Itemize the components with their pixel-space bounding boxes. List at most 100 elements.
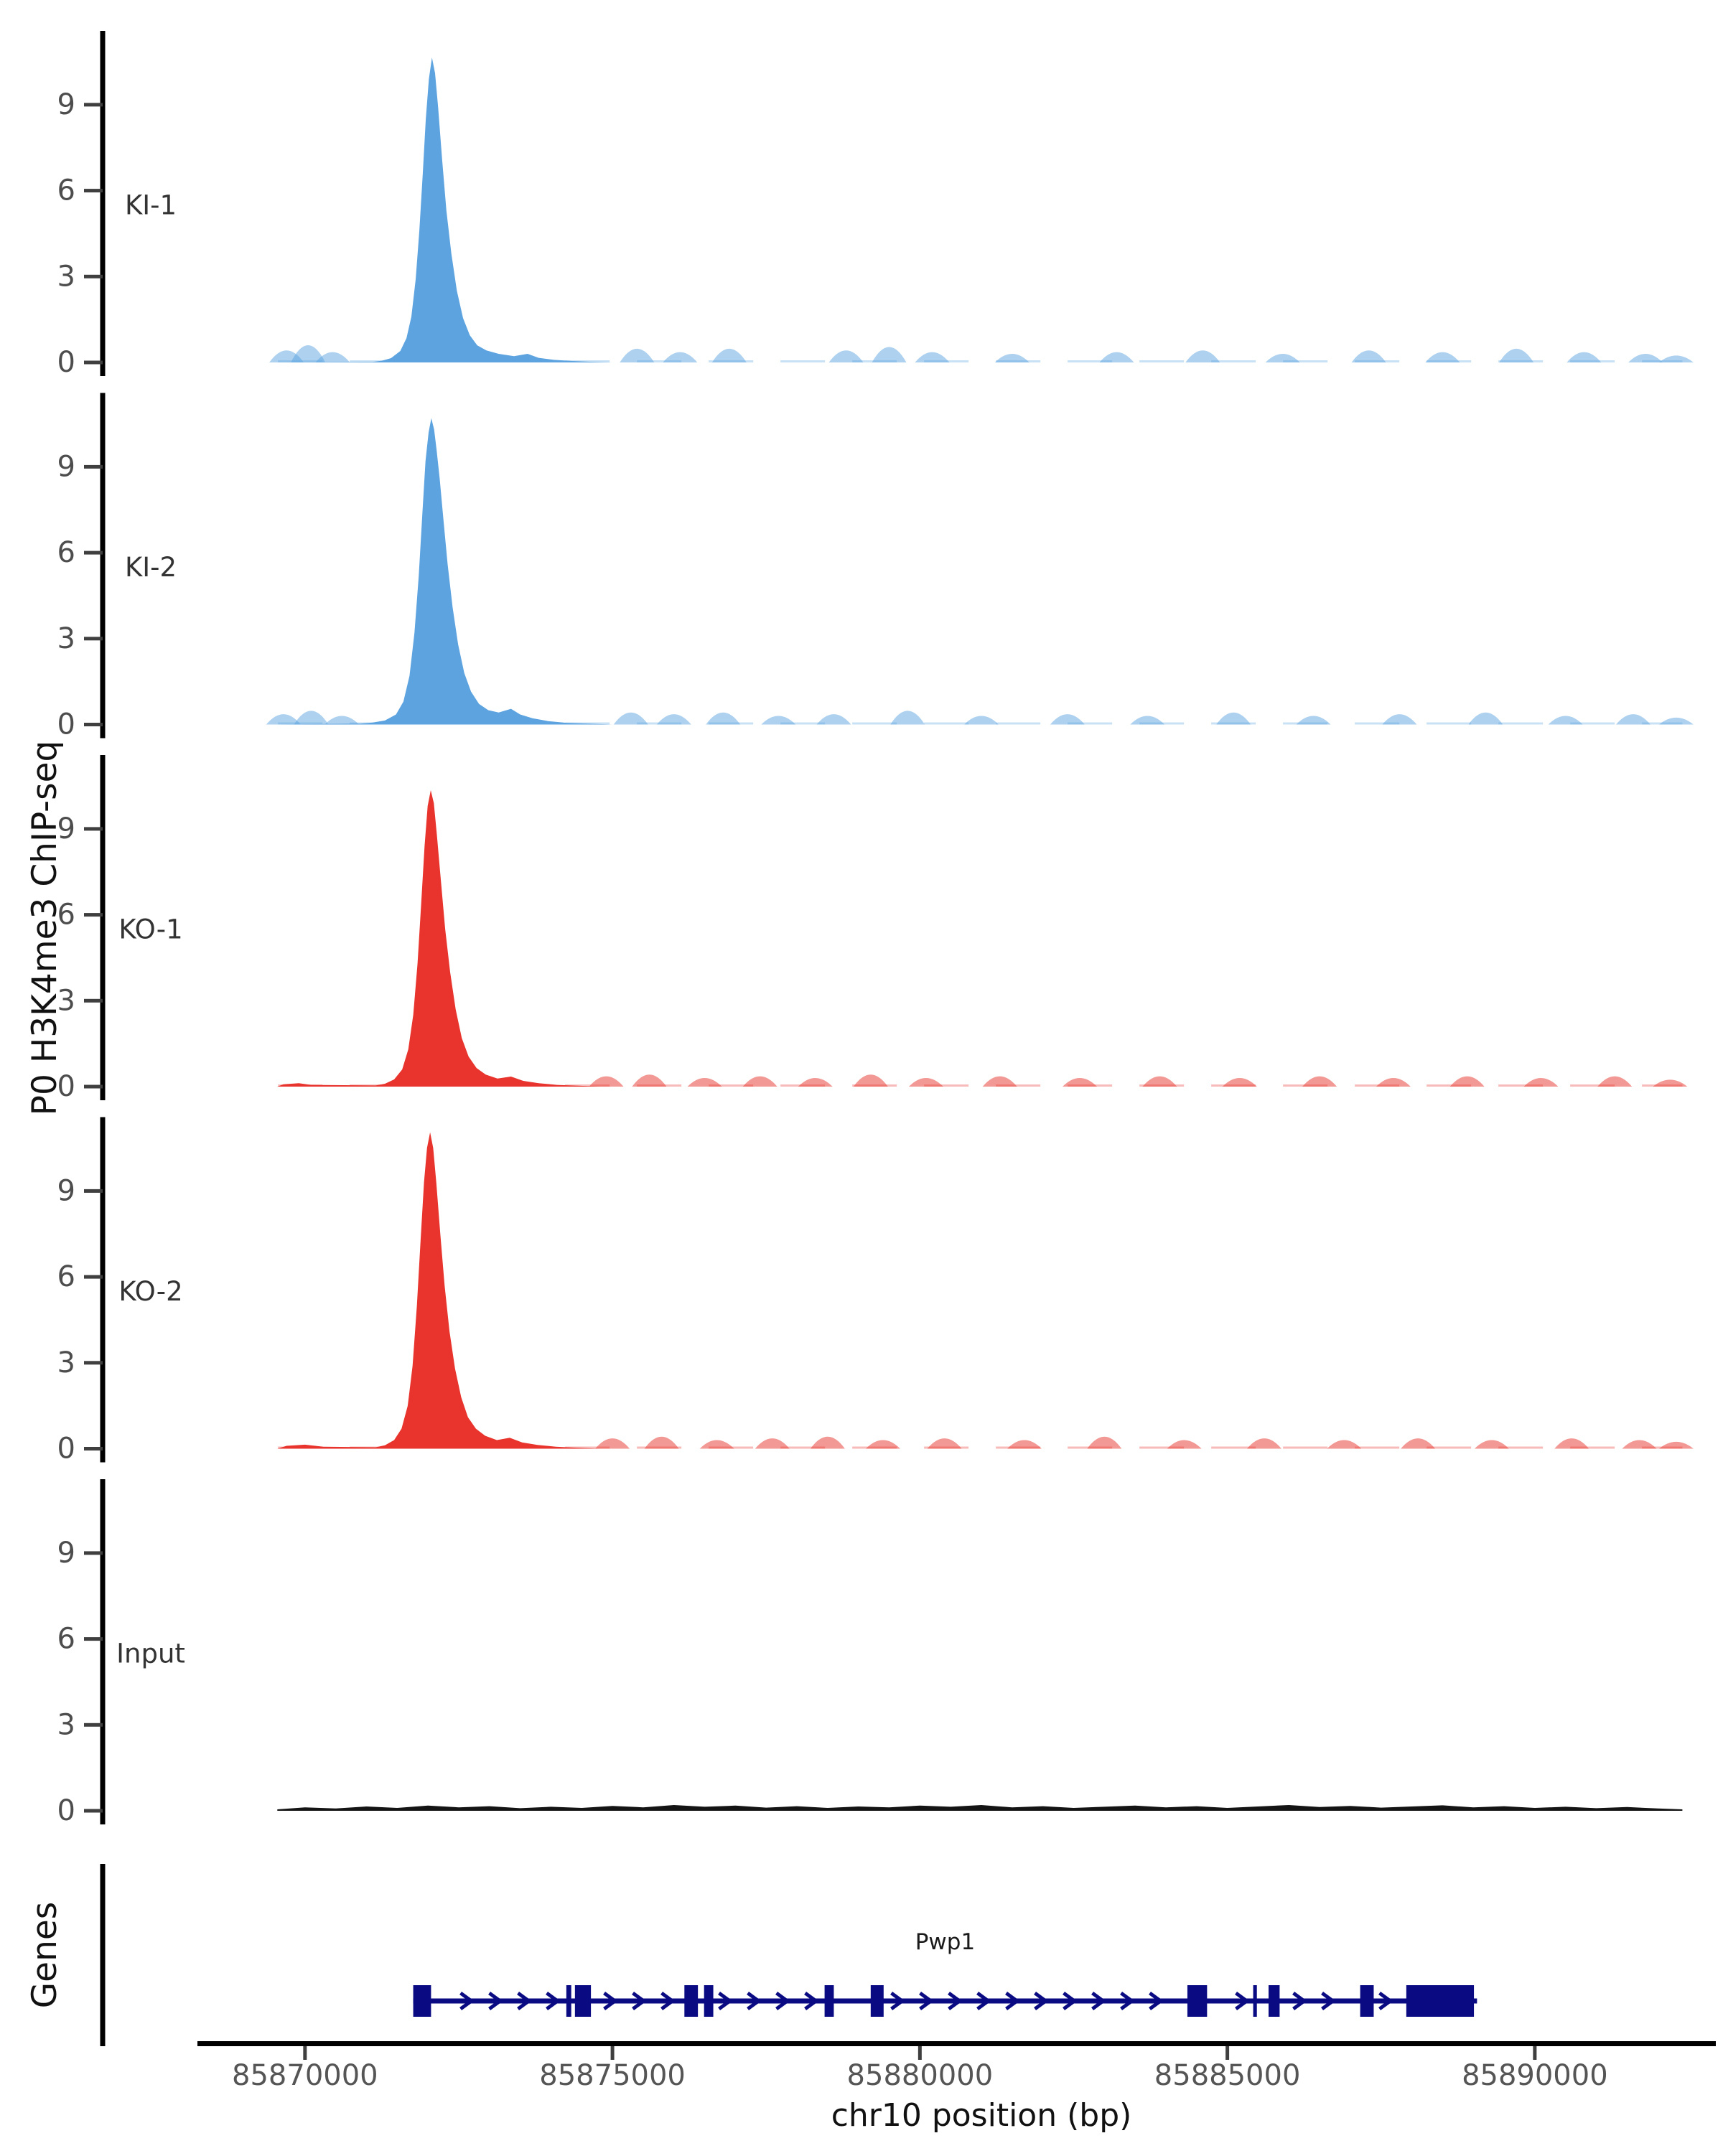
y-tick-mark xyxy=(84,1189,103,1193)
noise-bump xyxy=(1087,1436,1122,1449)
noise-bump xyxy=(632,1074,667,1087)
noise-bump xyxy=(927,1438,962,1449)
noise-bump xyxy=(964,716,999,725)
y-tick-mark xyxy=(84,1809,103,1813)
gene-exon-box xyxy=(1253,1985,1257,2017)
noise-bump xyxy=(1376,1078,1411,1087)
y-tick-label: 9 xyxy=(57,1174,75,1207)
x-tick-mark xyxy=(1533,2046,1537,2060)
strand-arrow-right-icon xyxy=(747,1991,762,2011)
gene-intron-line xyxy=(413,1998,1477,2004)
noise-bump xyxy=(1425,352,1460,362)
strand-arrow-right-icon xyxy=(919,1991,934,2011)
y-tick-label: 9 xyxy=(57,812,75,845)
x-axis-group: 85870000 85875000 85880000 85885000 85890000 xyxy=(197,2041,1716,2092)
noise-bump xyxy=(755,1438,790,1449)
noise-bump xyxy=(620,348,655,362)
y-tick-label: 3 xyxy=(57,1708,75,1741)
chipseq-tracks-group: 0 3 6 9 KI-1 0 3 6 9 KI-2 0 3 6 9 KO-1 0 3 6 9 KO-2 0 3 6 9 Inpu… xyxy=(57,31,1694,1827)
track-KO-1: 0 3 6 9 KO-1 xyxy=(57,755,1688,1103)
y-tick-mark xyxy=(84,637,103,641)
y-tick-label: 0 xyxy=(57,1433,75,1466)
track-label-KI-1: KI-1 xyxy=(125,190,177,221)
y-tick-mark xyxy=(84,1637,103,1641)
y-tick-label: 6 xyxy=(57,1260,75,1293)
noise-bump xyxy=(1099,352,1134,362)
noise-bump xyxy=(1222,1078,1257,1087)
y-tick-mark xyxy=(84,103,103,107)
gene-name-label: Pwp1 xyxy=(915,1929,975,1955)
y-tick-label: 9 xyxy=(57,88,75,121)
noise-bump xyxy=(1554,1438,1589,1449)
density-area-KO-1 xyxy=(277,790,600,1087)
gene-exon-box xyxy=(566,1985,571,2017)
noise-bump xyxy=(872,347,907,362)
strand-arrow-right-icon xyxy=(1321,1991,1336,2011)
strand-arrow-right-icon xyxy=(1378,1991,1393,2011)
y-axis-label: P0 H3K4me3 ChIP-seq xyxy=(25,741,65,1116)
y-tick-mark xyxy=(84,360,103,365)
noise-bump xyxy=(1351,350,1386,362)
strand-arrow-right-icon xyxy=(1235,1991,1250,2011)
gene-exon-box xyxy=(413,1985,431,2017)
y-tick-mark xyxy=(84,189,103,193)
y-tick-label: 6 xyxy=(57,899,75,932)
track-y-axis-line xyxy=(100,1479,106,1824)
y-tick-label: 9 xyxy=(57,1537,75,1570)
y-tick-label: 0 xyxy=(57,346,75,379)
y-tick-mark xyxy=(84,1084,103,1089)
noise-bump xyxy=(1130,716,1165,725)
noise-bump xyxy=(1063,1078,1098,1087)
strand-arrow-right-icon xyxy=(890,1991,905,2011)
noise-bump xyxy=(294,711,329,725)
strand-arrow-right-icon xyxy=(1149,1991,1164,2011)
noise-bump xyxy=(761,716,796,725)
track-label-KI-2: KI-2 xyxy=(125,552,177,583)
noise-bump xyxy=(706,712,741,725)
y-tick-label: 6 xyxy=(57,174,75,207)
noise-bump xyxy=(1523,1078,1559,1087)
noise-bump xyxy=(1449,1076,1485,1087)
track-label-KO-2: KO-2 xyxy=(118,1276,182,1307)
x-tick-mark xyxy=(917,2046,922,2060)
y-tick-label: 9 xyxy=(57,450,75,483)
noise-bump xyxy=(589,1076,624,1087)
track-label-Input: Input xyxy=(116,1639,185,1669)
noise-bump xyxy=(1216,712,1251,725)
noise-bump xyxy=(1142,1076,1177,1087)
noise-bump xyxy=(828,350,864,362)
strand-arrow-right-icon xyxy=(459,1991,475,2011)
track-Input: 0 3 6 9 Input xyxy=(57,1479,1683,1827)
gene-exon-box xyxy=(684,1985,699,2017)
track-y-axis-line xyxy=(100,755,106,1100)
y-tick-mark xyxy=(84,550,103,555)
noise-bump xyxy=(266,714,301,725)
noise-bump xyxy=(711,348,747,362)
y-tick-mark xyxy=(84,723,103,726)
track-y-axis-line xyxy=(100,393,106,739)
y-tick-label: 0 xyxy=(57,1070,75,1103)
strand-arrow-right-icon xyxy=(1091,1991,1106,2011)
x-tick-mark xyxy=(303,2046,307,2060)
noise-bump xyxy=(1468,712,1503,725)
noise-bump xyxy=(1658,1441,1694,1449)
strand-arrow-right-icon xyxy=(632,1991,647,2011)
gene-exon-box xyxy=(704,1985,714,2017)
noise-bump xyxy=(1615,714,1650,725)
noise-bump xyxy=(644,1436,679,1449)
track-label-KO-1: KO-1 xyxy=(118,914,182,945)
density-area-KI-1 xyxy=(277,57,613,362)
noise-bump xyxy=(291,345,326,362)
y-tick-mark xyxy=(84,274,103,278)
noise-bump xyxy=(853,1074,888,1087)
strand-arrow-right-icon xyxy=(1120,1991,1135,2011)
x-tick-label: 85875000 xyxy=(539,2059,686,2092)
gene-exon-box xyxy=(870,1985,884,2017)
noise-bump xyxy=(1474,1440,1509,1449)
noise-bump xyxy=(816,714,851,725)
noise-bump xyxy=(1302,1076,1337,1087)
x-tick-label: 85880000 xyxy=(847,2059,994,2092)
noise-bump xyxy=(1167,1440,1202,1449)
noise-bump xyxy=(1653,1079,1688,1087)
